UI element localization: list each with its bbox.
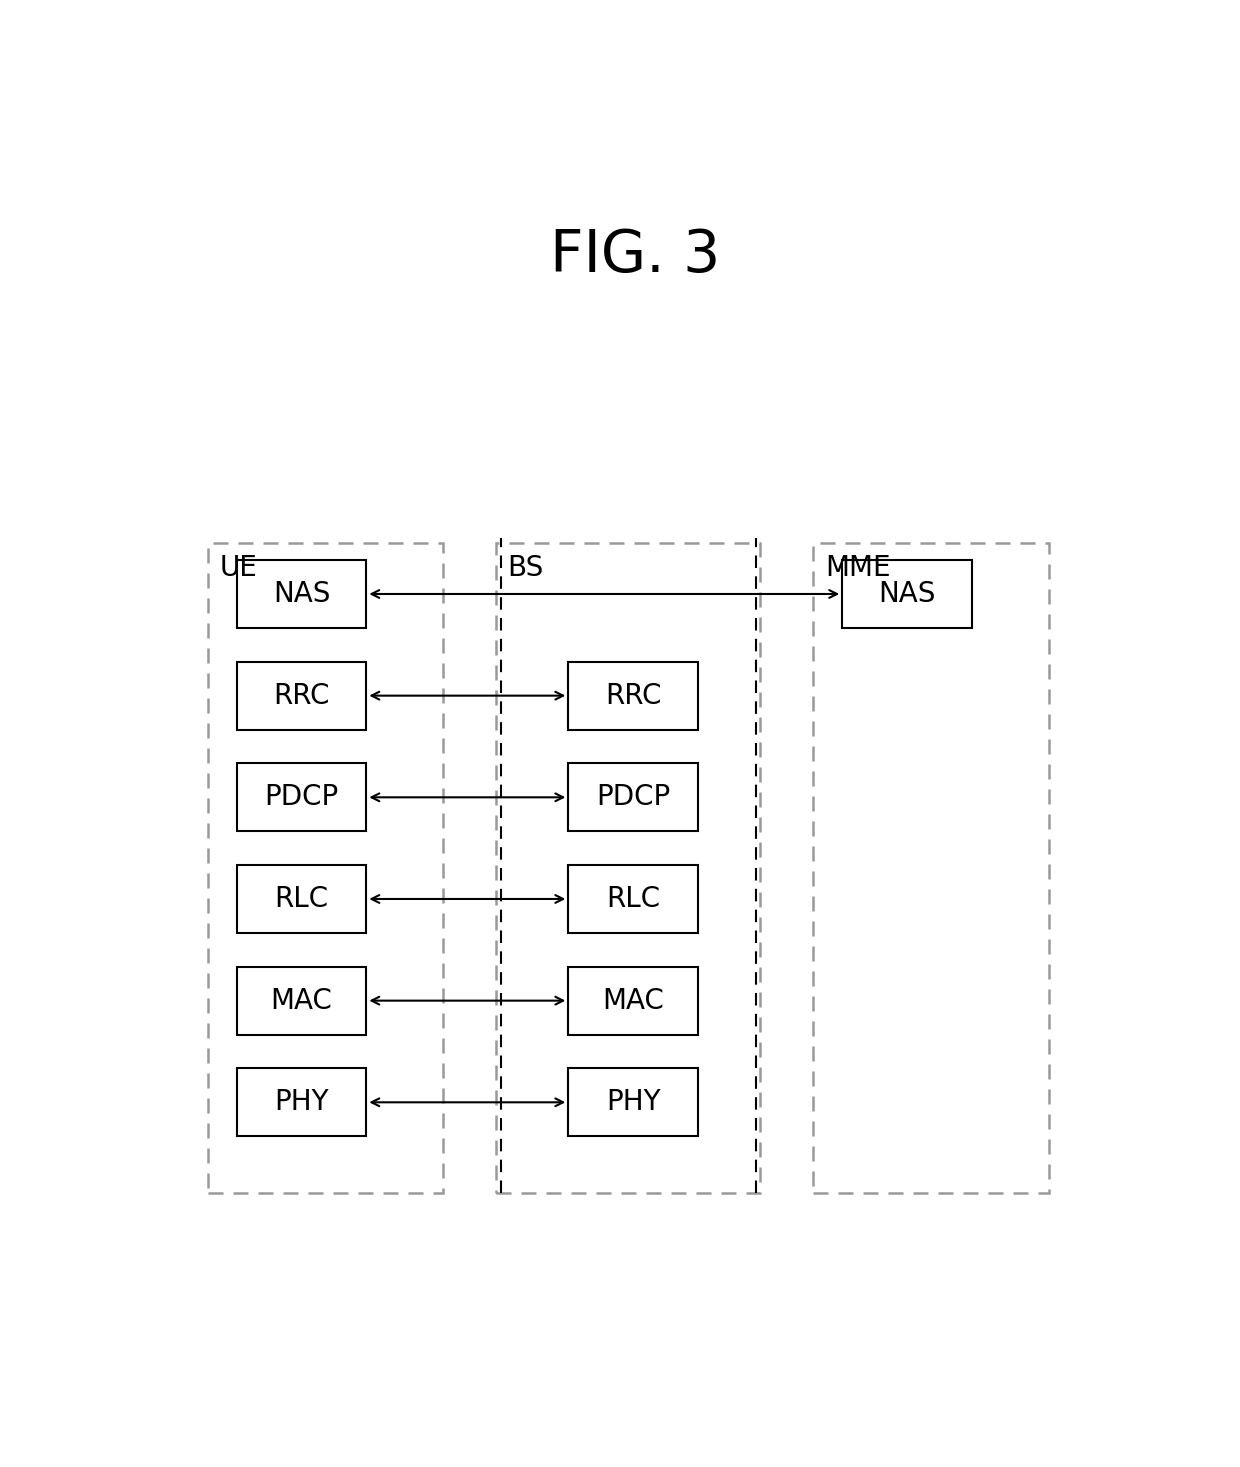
Text: MME: MME <box>825 555 890 582</box>
Text: UE: UE <box>219 555 257 582</box>
Bar <box>237 763 367 832</box>
Bar <box>496 543 760 1193</box>
Bar <box>568 967 698 1034</box>
Bar <box>842 560 972 628</box>
Bar <box>237 1068 367 1135</box>
Text: PDCP: PDCP <box>264 783 339 811</box>
Bar <box>568 1068 698 1135</box>
Bar <box>813 543 1049 1193</box>
Bar <box>237 560 367 628</box>
Text: FIG. 3: FIG. 3 <box>551 227 720 285</box>
Text: NAS: NAS <box>878 579 936 607</box>
Bar <box>568 763 698 832</box>
Bar <box>237 662 367 729</box>
Text: RRC: RRC <box>273 682 330 710</box>
Text: BS: BS <box>507 555 544 582</box>
Text: RLC: RLC <box>274 885 329 912</box>
Bar <box>237 967 367 1034</box>
Text: PHY: PHY <box>606 1089 661 1116</box>
Text: RLC: RLC <box>606 885 660 912</box>
Text: PDCP: PDCP <box>596 783 671 811</box>
Text: PHY: PHY <box>274 1089 329 1116</box>
Bar <box>568 662 698 729</box>
Text: MAC: MAC <box>603 987 665 1015</box>
Text: NAS: NAS <box>273 579 330 607</box>
Bar <box>237 866 367 933</box>
Text: MAC: MAC <box>270 987 332 1015</box>
Bar <box>568 866 698 933</box>
Text: RRC: RRC <box>605 682 661 710</box>
Bar <box>208 543 444 1193</box>
